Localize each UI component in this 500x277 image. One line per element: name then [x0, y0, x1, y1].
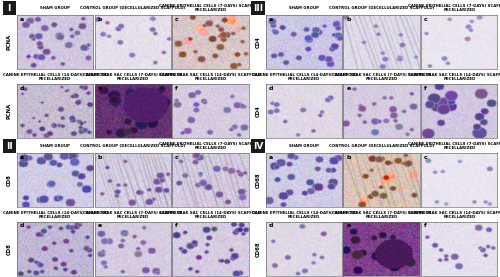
Text: b: b — [346, 155, 351, 160]
Text: e: e — [98, 86, 102, 91]
Text: CANINE EPITHELIAL CELLS (14-DAYS) SCAFFOLD
RECELLARIZED: CANINE EPITHELIAL CELLS (14-DAYS) SCAFFO… — [252, 72, 357, 81]
Text: e: e — [98, 224, 102, 229]
Text: d: d — [20, 224, 24, 229]
Text: III: III — [253, 4, 263, 13]
Text: d: d — [269, 86, 274, 91]
Text: f: f — [424, 224, 427, 229]
Text: IV: IV — [253, 142, 264, 150]
Text: SHAM GROUP: SHAM GROUP — [289, 144, 319, 148]
Text: f: f — [175, 224, 178, 229]
Text: CD68: CD68 — [256, 241, 260, 257]
Text: CONTROL GROUP (DECELLULARIZED SCAFFOLD): CONTROL GROUP (DECELLULARIZED SCAFFOLD) — [80, 6, 186, 10]
Text: CANINE TRAK SAC CELLS (14-DAYS) SCAFFOLD
RECELLARIZED: CANINE TRAK SAC CELLS (14-DAYS) SCAFFOLD… — [160, 210, 261, 219]
Text: CANINE TRAK SAC CELLS (7-DAYS) SCAFFOLD
RECELLARIZED: CANINE TRAK SAC CELLS (7-DAYS) SCAFFOLD … — [83, 210, 182, 219]
Text: CONTROL GROUP (DECELLULARIZED SCAFFOLD): CONTROL GROUP (DECELLULARIZED SCAFFOLD) — [329, 6, 434, 10]
Text: PCNA: PCNA — [6, 34, 12, 50]
Text: c: c — [175, 17, 179, 22]
Text: e: e — [346, 224, 351, 229]
Text: e: e — [346, 86, 351, 91]
Text: PCNA: PCNA — [6, 103, 12, 119]
Text: CANINE EPITHELIAL CELLS (14-DAYS) SCAFFOLD
RECELLARIZED: CANINE EPITHELIAL CELLS (14-DAYS) SCAFFO… — [2, 72, 108, 81]
Text: f: f — [424, 86, 427, 91]
Text: c: c — [424, 155, 428, 160]
Text: CANINE EPITHELIAL CELLS (14-DAYS) SCAFFOLD
RECELLARIZED: CANINE EPITHELIAL CELLS (14-DAYS) SCAFFO… — [2, 210, 108, 219]
Text: CANINE TRAK SAC CELLS (7-DAYS) SCAFFOLD
RECELLARIZED: CANINE TRAK SAC CELLS (7-DAYS) SCAFFOLD … — [83, 72, 182, 81]
Text: CD68: CD68 — [256, 173, 260, 188]
Text: c: c — [424, 17, 428, 22]
Text: f: f — [175, 86, 178, 91]
Text: d: d — [269, 224, 274, 229]
Text: CANINE TRAK SAC CELLS (7-DAYS) SCAFFOLD
RECELLARIZED: CANINE TRAK SAC CELLS (7-DAYS) SCAFFOLD … — [332, 210, 432, 219]
Text: c: c — [175, 155, 179, 160]
Text: CANINE EPITHELIAL CELLS (14-DAYS) SCAFFOLD
RECELLARIZED: CANINE EPITHELIAL CELLS (14-DAYS) SCAFFO… — [252, 210, 357, 219]
Text: CD4: CD4 — [256, 37, 260, 48]
Text: a: a — [20, 155, 24, 160]
Text: b: b — [98, 155, 102, 160]
Text: CANINE EPITHELIAL CELLS (7-DAYS) SCAFFOLD
RECELLARIZED: CANINE EPITHELIAL CELLS (7-DAYS) SCAFFOL… — [159, 4, 262, 12]
Text: a: a — [269, 155, 273, 160]
Text: CANINE EPITHELIAL CELLS (7-DAYS) SCAFFOLD
RECELLARIZED: CANINE EPITHELIAL CELLS (7-DAYS) SCAFFOL… — [408, 142, 500, 150]
Text: CD8: CD8 — [6, 243, 12, 255]
Text: SHAM GROUP: SHAM GROUP — [40, 144, 70, 148]
Text: CD8: CD8 — [6, 174, 12, 186]
Text: b: b — [346, 17, 351, 22]
Text: a: a — [20, 17, 24, 22]
Text: CD4: CD4 — [256, 105, 260, 117]
Text: CANINE TRAK SAC CELLS (14-DAYS) SCAFFOLD
RECELLARIZED: CANINE TRAK SAC CELLS (14-DAYS) SCAFFOLD… — [408, 210, 500, 219]
Text: d: d — [20, 86, 24, 91]
Text: SHAM GROUP: SHAM GROUP — [40, 6, 70, 10]
Text: CANINE EPITHELIAL CELLS (7-DAYS) SCAFFOLD
RECELLARIZED: CANINE EPITHELIAL CELLS (7-DAYS) SCAFFOL… — [408, 4, 500, 12]
Text: I: I — [8, 4, 11, 13]
Text: CANINE TRAK SAC CELLS (7-DAYS) SCAFFOLD
RECELLARIZED: CANINE TRAK SAC CELLS (7-DAYS) SCAFFOLD … — [332, 72, 432, 81]
Text: CANINE TRAK SAC CELLS (14-DAYS) SCAFFOLD
RECELLARIZED: CANINE TRAK SAC CELLS (14-DAYS) SCAFFOLD… — [160, 72, 261, 81]
Text: CANINE TRAK SAC CELLS (14-DAYS) SCAFFOLD
RECELLARIZED: CANINE TRAK SAC CELLS (14-DAYS) SCAFFOLD… — [408, 72, 500, 81]
Text: SHAM GROUP: SHAM GROUP — [289, 6, 319, 10]
Text: b: b — [98, 17, 102, 22]
Text: a: a — [269, 17, 273, 22]
Text: II: II — [6, 142, 12, 150]
Text: CONTROL GROUP (DECELLULARIZED SCAFFOLD): CONTROL GROUP (DECELLULARIZED SCAFFOLD) — [329, 144, 434, 148]
Text: CONTROL GROUP (DECELLULARIZED SCAFFOLD): CONTROL GROUP (DECELLULARIZED SCAFFOLD) — [80, 144, 186, 148]
Text: CANINE EPITHELIAL CELLS (7-DAYS) SCAFFOLD
RECELLARIZED: CANINE EPITHELIAL CELLS (7-DAYS) SCAFFOL… — [159, 142, 262, 150]
